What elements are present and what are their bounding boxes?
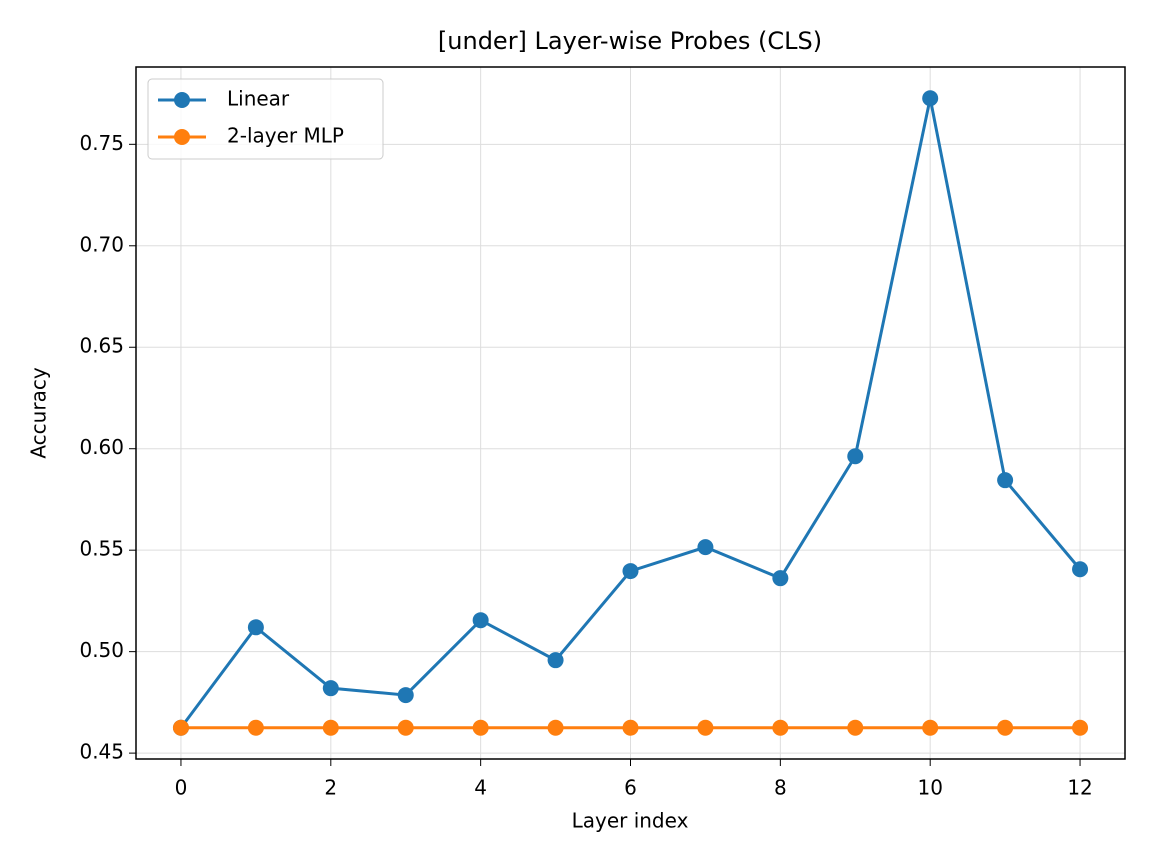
data-point (622, 719, 639, 736)
x-tick-label: 4 (474, 776, 487, 800)
y-tick-label: 0.65 (79, 334, 124, 358)
data-point (247, 719, 264, 736)
y-tick-label: 0.45 (79, 740, 124, 764)
data-point (397, 687, 414, 704)
y-tick-label: 0.75 (79, 131, 124, 155)
data-point (547, 652, 564, 669)
data-point (472, 719, 489, 736)
data-point (322, 719, 339, 736)
chart-title: [under] Layer-wise Probes (CLS) (438, 27, 822, 55)
data-point (847, 448, 864, 465)
y-axis-label: Accuracy (27, 367, 51, 458)
data-point (322, 680, 339, 697)
data-point (622, 563, 639, 580)
data-point (997, 472, 1014, 489)
data-point (997, 719, 1014, 736)
x-tick-label: 12 (1067, 776, 1092, 800)
data-point (697, 539, 714, 556)
y-tick-label: 0.50 (79, 638, 124, 662)
y-tick-label: 0.70 (79, 232, 124, 256)
x-tick-label: 8 (774, 776, 787, 800)
legend-box (147, 78, 384, 160)
data-point (547, 719, 564, 736)
data-point (397, 719, 414, 736)
legend-marker (174, 92, 190, 108)
data-point (172, 719, 189, 736)
data-point (772, 570, 789, 587)
x-tick-label: 10 (917, 776, 942, 800)
legend-label: Linear (227, 87, 290, 111)
y-tick-label: 0.55 (79, 537, 124, 561)
data-point (922, 719, 939, 736)
data-point (472, 612, 489, 629)
data-point (1072, 561, 1089, 578)
data-point (772, 719, 789, 736)
data-point (247, 619, 264, 636)
x-axis-label: Layer index (572, 809, 689, 833)
plot-frame (135, 66, 1126, 760)
x-tick-label: 2 (324, 776, 337, 800)
y-tick-label: 0.60 (79, 435, 124, 459)
legend-marker (174, 129, 190, 145)
data-point (1072, 719, 1089, 736)
data-point (922, 90, 939, 107)
legend-label: 2-layer MLP (227, 124, 344, 148)
x-tick-label: 6 (624, 776, 637, 800)
x-tick-label: 0 (175, 776, 188, 800)
data-point (697, 719, 714, 736)
data-point (847, 719, 864, 736)
